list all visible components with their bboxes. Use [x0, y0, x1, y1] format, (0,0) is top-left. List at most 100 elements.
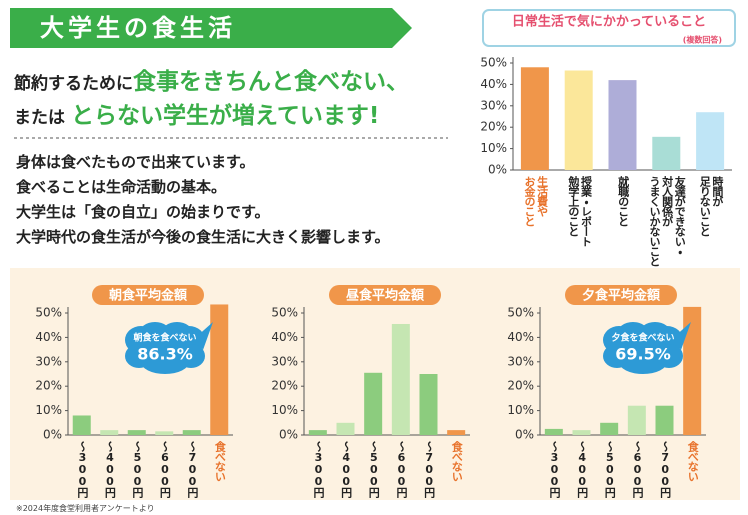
bar: [608, 80, 637, 170]
bar: [447, 430, 466, 435]
y-tick-label: 0%: [515, 428, 534, 442]
bar: [652, 136, 681, 170]
bar: [308, 430, 327, 435]
callout-value: 69.5%: [615, 345, 671, 364]
body-text: 身体は食べたもので出来ています。 食べることは生命活動の基本。大学生は「食の自立」…: [16, 150, 390, 250]
y-tick-label: 0%: [43, 428, 62, 442]
y-tick-label: 10%: [507, 403, 534, 417]
y-tick-label: 20%: [35, 379, 62, 393]
callout-label: 朝食を食べない: [133, 332, 196, 344]
bar: [182, 430, 201, 435]
bar: [336, 422, 355, 435]
y-tick-label: 10%: [480, 141, 507, 155]
headline-emphasis: 食事をきちんと食べない、: [133, 69, 409, 95]
callout-label: 夕食を食べない: [611, 332, 674, 344]
bar: [655, 405, 674, 435]
x-tick-label: 食べない: [450, 441, 464, 481]
bar: [572, 430, 591, 435]
header-title: 大学生の食生活: [40, 14, 236, 42]
bar: [520, 67, 549, 170]
callout-pointer: [673, 322, 691, 350]
x-tick-label: 授業・レポート 勉学上のこと: [566, 176, 593, 246]
x-tick-label: ～500円: [603, 441, 617, 497]
x-tick-label: ～300円: [311, 441, 325, 497]
callout-value: 86.3%: [137, 345, 193, 364]
chart-title-box: [482, 9, 736, 47]
y-tick-label: 0%: [279, 428, 298, 442]
callout-cloud: [139, 322, 171, 346]
x-tick-label: 就職のこと: [616, 176, 630, 226]
y-tick-label: 50%: [507, 306, 534, 320]
body-line: 大学生は「食の自立」の始まりです。: [16, 203, 270, 221]
body-line: 食べることは生命活動の基本。: [16, 178, 227, 196]
y-tick-label: 50%: [480, 56, 507, 70]
chart-title: 昼食平均金額: [346, 288, 425, 304]
x-tick-label: ～300円: [547, 441, 561, 497]
y-tick-label: 0%: [488, 163, 507, 177]
x-tick-label: ～500円: [367, 441, 381, 497]
bar: [683, 306, 702, 435]
y-tick-label: 40%: [480, 77, 507, 91]
y-tick-label: 20%: [507, 379, 534, 393]
x-tick-label: 食べない: [213, 441, 227, 481]
x-tick-label: ～700円: [185, 441, 199, 497]
callout-cloud: [141, 350, 189, 374]
bar: [600, 422, 619, 435]
bar: [419, 374, 438, 435]
x-tick-label: ～400円: [575, 441, 589, 497]
y-tick-label: 40%: [507, 330, 534, 344]
chart-title-box: [329, 285, 441, 305]
headline-lead: 節約するために: [14, 74, 133, 94]
y-tick-label: 50%: [35, 306, 62, 320]
x-tick-label: ～300円: [75, 441, 89, 497]
y-tick-label: 30%: [271, 354, 298, 368]
headline-line: 節約するために食事をきちんと食べない、: [14, 62, 409, 96]
callout-cloud: [161, 322, 193, 346]
x-tick-label: ～600円: [158, 441, 172, 497]
bar: [564, 70, 593, 170]
chart-title: 夕食平均金額: [582, 288, 661, 304]
callout-cloud: [617, 322, 649, 346]
callout-pointer: [195, 322, 213, 350]
headline-emphasis: とらない学生が増えています!: [71, 103, 380, 129]
chart-title: 朝食平均金額: [109, 288, 188, 304]
x-tick-label: ～600円: [630, 441, 644, 497]
chart-title-box: [565, 285, 677, 305]
x-tick-label: 友達ができない・ 対人関係が うまくいかないこと: [647, 176, 687, 266]
bar: [127, 430, 146, 435]
x-tick-label: ～400円: [103, 441, 117, 497]
body-line: 大学時代の食生活が今後の食生活に大きく影響します。: [16, 228, 390, 246]
x-tick-label: ～700円: [422, 441, 436, 497]
x-tick-label: 食べない: [686, 441, 700, 481]
x-tick-label: 生活費や お金のこと: [523, 176, 549, 226]
chart-title-box: [92, 285, 204, 305]
bar: [391, 323, 410, 435]
footnote: ※2024年度食堂利用者アンケートより: [16, 504, 155, 513]
bar: [364, 372, 383, 435]
headline-lead: または: [14, 108, 65, 128]
y-tick-label: 50%: [271, 306, 298, 320]
callout-cloud: [619, 350, 667, 374]
x-tick-label: ～600円: [394, 441, 408, 497]
body-line: 身体は食べたもので出来ています。: [16, 153, 255, 171]
bar: [155, 431, 174, 435]
bar: [696, 112, 725, 170]
y-tick-label: 20%: [480, 120, 507, 134]
x-tick-label: 時間が 足りないこと: [698, 176, 724, 236]
bar: [100, 430, 119, 435]
chart-title: 日常生活で気にかかっていること: [512, 14, 706, 30]
bar: [544, 428, 563, 435]
y-tick-label: 20%: [271, 379, 298, 393]
header-banner: [10, 8, 412, 48]
bar: [627, 405, 646, 435]
y-tick-label: 40%: [35, 330, 62, 344]
y-tick-label: 30%: [480, 98, 507, 112]
y-tick-label: 10%: [271, 403, 298, 417]
bar: [72, 415, 91, 435]
y-tick-label: 40%: [271, 330, 298, 344]
chart-subtitle: (複数回答): [683, 35, 722, 45]
y-tick-label: 30%: [35, 354, 62, 368]
bar: [210, 304, 229, 435]
